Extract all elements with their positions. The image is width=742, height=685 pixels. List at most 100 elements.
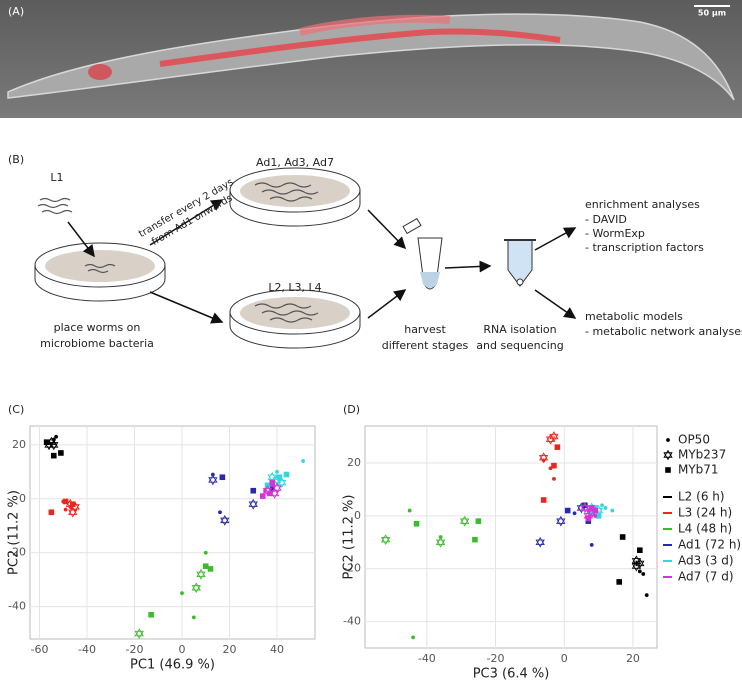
panel-label: (A) bbox=[8, 5, 24, 18]
point bbox=[202, 563, 209, 570]
legend-label: L2 (6 h) bbox=[678, 490, 725, 504]
panel-label: (B) bbox=[8, 153, 24, 166]
plot-area bbox=[364, 425, 658, 649]
point bbox=[54, 434, 59, 439]
point bbox=[600, 503, 604, 508]
legend-label: OP50 bbox=[678, 433, 710, 447]
point bbox=[62, 498, 69, 505]
y-tick-label: -40 bbox=[343, 615, 361, 628]
point bbox=[49, 439, 59, 451]
y-tick-label: -20 bbox=[8, 546, 26, 559]
x-axis-label: PC3 (6.4 %) bbox=[473, 667, 550, 682]
stage-label: L2, L3, L4 bbox=[268, 281, 321, 294]
point bbox=[459, 515, 470, 527]
x-tick-label: 0 bbox=[561, 652, 568, 665]
point bbox=[68, 506, 78, 518]
x-tick-label: 20 bbox=[223, 643, 237, 656]
step-label: and sequencing bbox=[476, 339, 563, 352]
fluorescence bbox=[159, 28, 561, 67]
point bbox=[635, 558, 645, 569]
point bbox=[69, 501, 76, 507]
point bbox=[564, 507, 571, 514]
point bbox=[218, 510, 222, 515]
legend-label: L4 (48 h) bbox=[678, 522, 732, 536]
point bbox=[277, 477, 287, 489]
analysis-label: - WormExp bbox=[585, 227, 645, 240]
panel-label: (D) bbox=[343, 403, 360, 416]
y-axis-label: PC2 (11.2 %) bbox=[342, 495, 357, 580]
x-tick-label: -20 bbox=[487, 652, 505, 665]
panel-a: (A) 50 µm bbox=[0, 0, 742, 118]
stage-label: L1 bbox=[50, 171, 63, 184]
point bbox=[50, 452, 57, 459]
step-label: different stages bbox=[382, 339, 469, 352]
legend-label: MYb237 bbox=[678, 448, 726, 462]
step-label: place worms on bbox=[54, 321, 141, 334]
point bbox=[556, 515, 566, 527]
point bbox=[472, 536, 478, 543]
point bbox=[272, 482, 282, 494]
y-tick-label: -20 bbox=[343, 562, 361, 575]
point bbox=[380, 534, 391, 546]
point bbox=[58, 450, 64, 456]
point bbox=[554, 444, 561, 450]
point bbox=[219, 474, 226, 481]
legend-label: Ad7 (7 d) bbox=[678, 570, 734, 584]
point bbox=[637, 547, 643, 554]
analysis-label: - DAVID bbox=[585, 213, 627, 226]
plot-area bbox=[29, 425, 316, 640]
point bbox=[595, 513, 602, 519]
y-tick-label: 0 bbox=[354, 509, 361, 522]
point bbox=[644, 593, 649, 598]
y-tick-label: 20 bbox=[12, 438, 26, 451]
x-tick-label: 20 bbox=[626, 652, 640, 665]
point bbox=[283, 471, 290, 478]
point bbox=[411, 635, 415, 640]
legend-symbol bbox=[665, 467, 671, 473]
x-tick-label: -40 bbox=[78, 643, 96, 656]
point bbox=[585, 515, 592, 522]
stage-label: Ad1, Ad3, Ad7 bbox=[256, 156, 334, 169]
step-label: harvest bbox=[404, 323, 446, 336]
point bbox=[549, 431, 559, 442]
point bbox=[259, 493, 266, 499]
point bbox=[191, 615, 196, 620]
point bbox=[250, 487, 257, 494]
panel-b: (B) L1 transfer every 2 days from Ad1 on bbox=[8, 153, 742, 352]
point bbox=[267, 490, 273, 497]
step-label: microbiome bacteria bbox=[40, 337, 154, 350]
y-axis-label: PC2 (11.2 %) bbox=[7, 490, 22, 575]
scale-bar-label: 50 µm bbox=[698, 9, 726, 18]
panel-label: (C) bbox=[8, 403, 24, 416]
point bbox=[475, 518, 482, 524]
point bbox=[63, 507, 68, 512]
point bbox=[641, 572, 646, 576]
point bbox=[208, 474, 218, 486]
point bbox=[301, 459, 306, 463]
point bbox=[269, 485, 276, 491]
x-tick-label: 40 bbox=[270, 643, 284, 656]
point bbox=[407, 508, 412, 513]
legend-label: L3 (24 h) bbox=[678, 506, 732, 520]
point bbox=[276, 474, 283, 481]
point bbox=[552, 476, 556, 481]
point bbox=[43, 439, 50, 445]
y-tick-label: -40 bbox=[8, 600, 26, 613]
tube bbox=[402, 217, 443, 290]
point bbox=[535, 536, 545, 548]
point bbox=[592, 507, 598, 514]
point bbox=[538, 452, 549, 464]
point bbox=[196, 568, 206, 580]
point bbox=[435, 536, 446, 548]
worm bbox=[7, 13, 735, 101]
point bbox=[637, 569, 642, 574]
point bbox=[269, 479, 276, 486]
point bbox=[540, 497, 547, 503]
point bbox=[610, 508, 615, 513]
point bbox=[572, 511, 577, 516]
point bbox=[413, 520, 420, 527]
point bbox=[619, 534, 626, 540]
point bbox=[220, 514, 230, 526]
analysis-label: - transcription factors bbox=[585, 241, 704, 254]
